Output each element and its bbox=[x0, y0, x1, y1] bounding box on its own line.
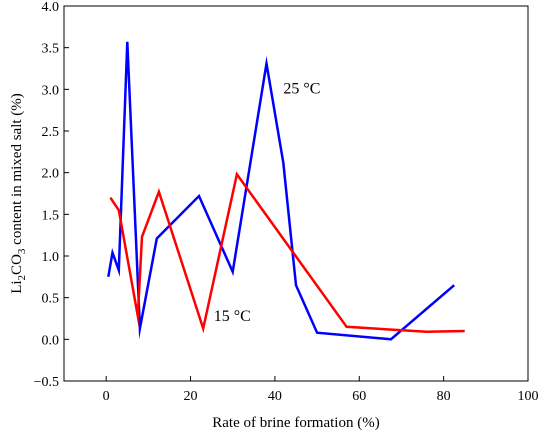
y-tick-label: 2.5 bbox=[42, 125, 60, 140]
plot-frame bbox=[63, 5, 529, 382]
x-tick-label: 80 bbox=[437, 389, 451, 404]
y-tick-label: 1.0 bbox=[42, 250, 60, 265]
y-axis-label-middle: CO bbox=[9, 254, 25, 275]
x-tick-label: 40 bbox=[268, 389, 282, 404]
y-axis-label-subscript-2: 3 bbox=[16, 248, 28, 254]
x-tick-label: 100 bbox=[518, 389, 539, 404]
annotations: 25 °C 15 °C bbox=[214, 81, 321, 326]
series-lines bbox=[107, 41, 465, 341]
y-tick-label: 2.0 bbox=[42, 167, 60, 182]
y-axis-label-subscript-1: 2 bbox=[16, 275, 28, 281]
y-tick-label: 3.0 bbox=[42, 83, 60, 98]
y-axis-label: Li2CO3 content in mixed salt (%) bbox=[9, 93, 28, 294]
y-axis-label-suffix: content in mixed salt (%) bbox=[9, 93, 25, 248]
x-tick-label: 0 bbox=[103, 389, 110, 404]
y-axis-label-prefix: Li bbox=[9, 280, 25, 293]
x-tick-label: 60 bbox=[352, 389, 366, 404]
series-line-15C bbox=[109, 171, 465, 334]
x-axis-label: Rate of brine formation (%) bbox=[212, 415, 379, 431]
y-tick-label: 0.0 bbox=[42, 333, 60, 348]
y-tick-label: 3.5 bbox=[42, 42, 60, 57]
x-tick-label: 20 bbox=[184, 389, 198, 404]
y-tick-label: −0.5 bbox=[34, 375, 59, 390]
y-tick-label: 1.5 bbox=[42, 208, 60, 223]
series-annotation-label: 25 °C bbox=[283, 81, 320, 98]
series-annotation-label: 15 °C bbox=[214, 308, 251, 325]
series-line-25C bbox=[107, 41, 456, 341]
y-axis-ticks: −0.5 0.0 0.5 1.0 1.5 2.0 2.5 3.0 3.5 4.0 bbox=[34, 0, 69, 390]
y-tick-label: 4.0 bbox=[42, 0, 60, 15]
y-tick-label: 0.5 bbox=[42, 292, 60, 307]
